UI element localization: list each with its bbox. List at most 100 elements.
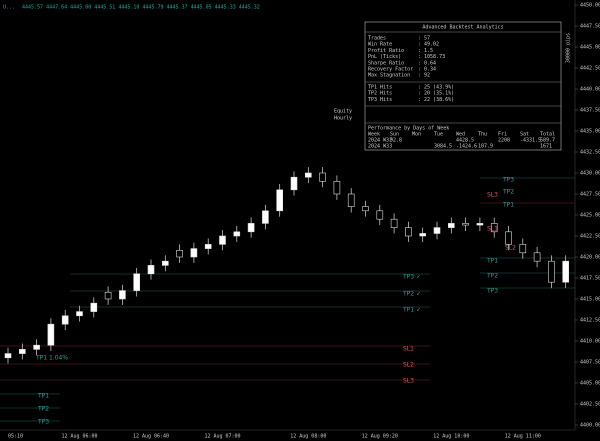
perf-cell: 2024 W33 (368, 144, 392, 150)
perf-cell: 3084.5 (434, 144, 452, 150)
trade-label: TP1 ✓ (402, 307, 421, 314)
hit-label: TP1 Hits (368, 85, 392, 91)
candle-body (290, 176, 298, 191)
candle-body (347, 193, 355, 207)
y-tick-label: 4407.50 (580, 359, 600, 365)
stat-value: : 49.02 (418, 42, 439, 48)
candle-body (319, 172, 326, 182)
hit-value: : 22 (38.6%) (418, 97, 454, 103)
x-tick-label: 12 Aug 11:00 (505, 434, 541, 440)
trade-label: TP1 (502, 202, 514, 209)
trade-label: SL3 (403, 378, 414, 385)
stat-value: : 1058.73 (418, 54, 445, 60)
trade-label: SL2 (505, 245, 516, 252)
candle-body (519, 244, 527, 254)
ohlc: 4445.57 4447.64 4445.00 4445.51 4445.10 … (22, 5, 260, 11)
hit-value: : 25 (43.9%) (418, 85, 454, 91)
stat-label: PnL (Ticks) (368, 54, 401, 60)
stat-value: : 57 (418, 36, 430, 42)
x-tick-label: 12 Aug 06:00 (61, 434, 97, 440)
candle-body (204, 244, 212, 249)
x-tick-label: 12 Aug 10:00 (433, 434, 469, 440)
candle-body (90, 302, 98, 312)
candle-body (233, 231, 241, 237)
y-tick-label: 4402.50 (580, 401, 600, 407)
candle-body (390, 218, 398, 228)
candle-body (147, 265, 155, 275)
candle-body (61, 315, 69, 325)
panel-title: Advanced Backtest Analytics (422, 25, 503, 31)
y-tick-label: 4415.00 (580, 296, 600, 302)
hit-label: TP3 Hits (368, 97, 392, 103)
perf-cell: 1671 (540, 144, 552, 150)
stat-label: Trades (368, 36, 386, 42)
trade-label: SL1 (487, 226, 498, 233)
candle-body (176, 249, 183, 258)
y-tick-label: 4410.00 (580, 338, 600, 344)
perf-header: Fri (498, 132, 507, 138)
candle-body (47, 323, 55, 346)
axes: 4450.00 4447.50 4445.00 4442.50 4440.00 4437.… (8, 3, 600, 440)
trade-label: TP3 (502, 177, 514, 184)
candle-body (362, 206, 369, 212)
analytics-panel (364, 21, 562, 151)
y-tick-label: 4427.50 (580, 192, 600, 198)
panel-body: Trades : 57 Win Rate : 49.02 Profit Ratio : 1… (365, 36, 561, 150)
candle-body (333, 181, 341, 195)
candle-body (376, 210, 384, 220)
stat-label: Win Rate (368, 42, 392, 48)
stat-label: Profit Ratio (368, 48, 404, 54)
y-tick-label: 4435.00 (580, 129, 600, 135)
y-tick-label: 4425.00 (580, 213, 600, 219)
perf-cell: 107.9 (478, 144, 493, 150)
perf-cell: -4331.5 (520, 138, 541, 144)
candle-body (190, 248, 198, 258)
candle-body (505, 231, 512, 245)
x-tick-label: 05:10 (8, 434, 23, 440)
trade-label: TP2 (486, 273, 498, 280)
perf-cell: -1424.6 (456, 144, 477, 150)
y-tick-label: 4445.00 (580, 45, 600, 51)
candle-body (490, 223, 498, 233)
candle-body (433, 227, 441, 234)
candles (4, 167, 570, 364)
stat-value: : 1.5 (418, 48, 433, 54)
trade-label: TP1 1.04% (35, 355, 68, 362)
y-tick-label: 4430.00 (580, 171, 600, 177)
y-tick-label: 4440.00 (580, 87, 600, 93)
legend-item: Equity (334, 109, 352, 115)
candle-body (405, 227, 412, 237)
x-tick-label: 12 Aug 06:40 (133, 434, 169, 440)
trade-label: TP3 ✓ (402, 274, 421, 281)
perf-cell: 2208 (498, 138, 510, 144)
y-tick-label: 4442.50 (580, 66, 600, 72)
trade-label: SL3 (487, 192, 498, 199)
candle-body (276, 189, 284, 212)
trade-label: TP2 ✓ (402, 291, 421, 298)
candle-body (162, 260, 169, 266)
candle-body (33, 344, 40, 350)
candle-body (419, 233, 427, 237)
x-tick-label: 12 Aug 08:00 (290, 434, 326, 440)
perf-cell: 2024 W32 (368, 138, 392, 144)
symbol: U... (3, 5, 15, 11)
candle-body (247, 223, 255, 233)
y-tick-label: 4422.50 (580, 233, 600, 239)
stat-value: : 92 (418, 73, 430, 79)
y-tick-label: 4437.50 (580, 108, 600, 114)
perf-header: Sat (520, 132, 529, 138)
candle-body (304, 172, 312, 178)
candle-body (462, 223, 469, 226)
x-tick-label: 12 Aug 09:20 (362, 434, 398, 440)
legend-item: Hourly (334, 116, 352, 122)
stat-value: : 0.34 (418, 67, 436, 73)
trade-label: TP2 (502, 189, 514, 196)
trade-label: TP3 (37, 419, 49, 426)
hit-value: : 20 (35.1%) (418, 91, 454, 97)
y-tick-label: 4420.00 (580, 254, 600, 260)
perf-header: Sun (390, 132, 399, 138)
trade-label: TP1 (486, 258, 498, 265)
level-lines (0, 177, 575, 422)
